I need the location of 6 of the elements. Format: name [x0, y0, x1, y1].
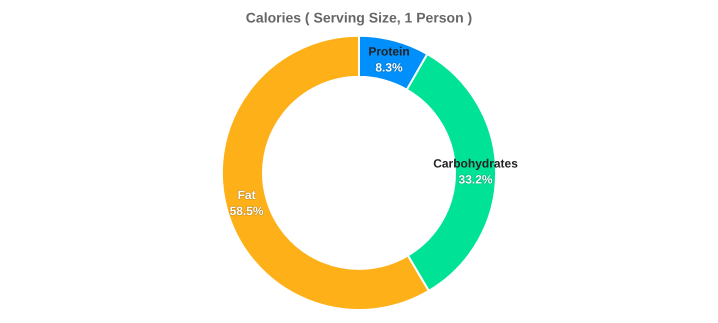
data-label: 58.5%: [230, 204, 264, 218]
slice-label: Protein: [368, 44, 410, 59]
data-label: 8.3%: [375, 60, 404, 75]
chart-title: Calories ( Serving Size, 1 Person ): [246, 9, 472, 26]
slice-label: Fat: [238, 188, 256, 202]
data-label: 33.2%: [458, 172, 493, 186]
